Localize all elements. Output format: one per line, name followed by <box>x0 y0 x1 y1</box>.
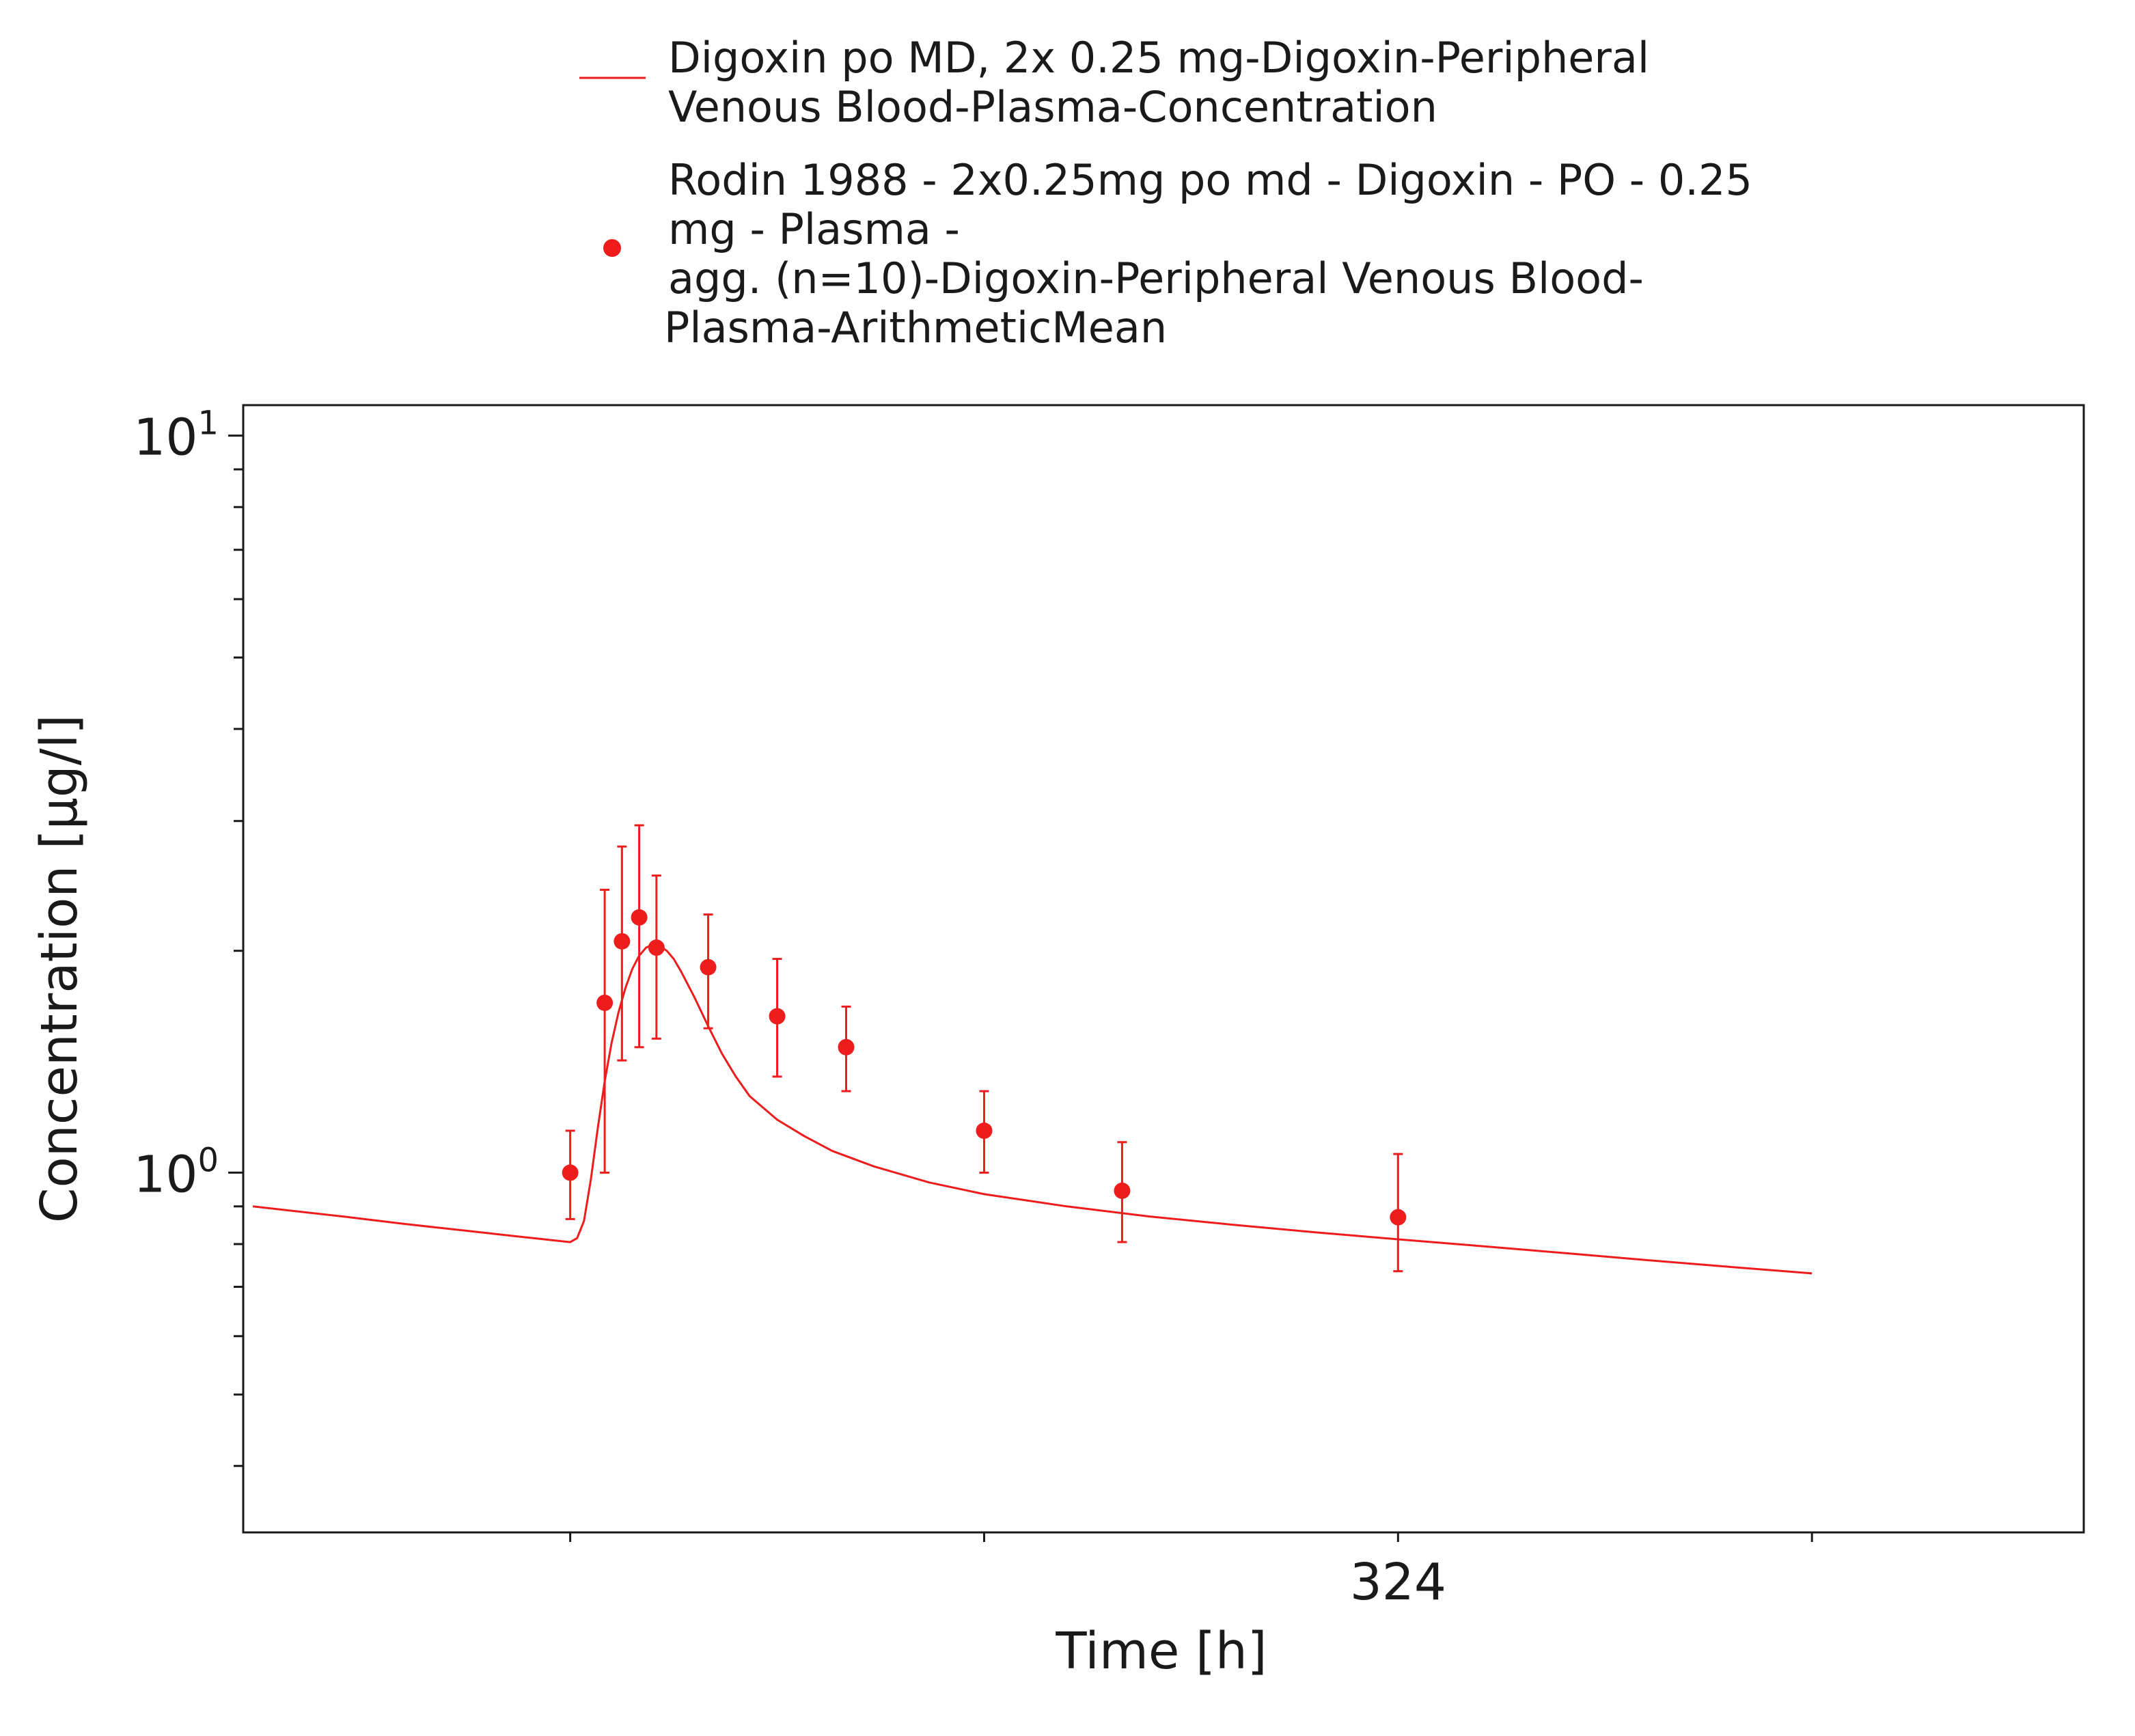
x-axis: 324 <box>569 1532 1813 1612</box>
data-point <box>596 994 614 1011</box>
series-layer <box>252 824 1813 1275</box>
data-point <box>1390 1209 1407 1226</box>
data-point <box>1114 1182 1131 1199</box>
y-axis: 100 101 <box>133 404 243 1468</box>
error-bar <box>617 845 627 1062</box>
data-point <box>838 1038 855 1056</box>
legend-scatter-label-2: mg - Plasma - <box>668 204 960 254</box>
legend-scatter-label-3: agg. (n=10)-Digoxin-Peripheral Venous Bl… <box>668 253 1644 303</box>
legend-scatter-label-4: Plasma-ArithmeticMean <box>664 303 1167 353</box>
legend-marker-swatch <box>603 239 621 257</box>
legend-line-label-1: Digoxin po MD, 2x 0.25 mg-Digoxin-Periph… <box>668 33 1649 83</box>
data-point <box>614 933 631 950</box>
legend-line-label-2: Venous Blood-Plasma-Concentration <box>668 82 1437 132</box>
data-point <box>631 909 648 926</box>
y-axis-label: Concentration [µg/l] <box>30 715 89 1223</box>
simulation-line <box>252 943 1813 1275</box>
legend: Digoxin po MD, 2x 0.25 mg-Digoxin-Periph… <box>579 33 1752 353</box>
y-tick-label: 100 <box>133 1141 219 1204</box>
data-point <box>976 1122 993 1140</box>
error-bar <box>634 824 644 1049</box>
data-point <box>700 959 717 976</box>
x-tick-label: 324 <box>1350 1553 1446 1612</box>
plot-frame <box>242 404 2085 1534</box>
data-point <box>648 939 665 956</box>
data-point <box>769 1008 786 1025</box>
error-bar <box>600 888 610 1174</box>
legend-scatter-label-1: Rodin 1988 - 2x0.25mg po md - Digoxin - … <box>668 155 1752 205</box>
data-point <box>562 1164 579 1181</box>
y-tick-label: 101 <box>133 404 219 467</box>
x-axis-label: Time [h] <box>1055 1622 1267 1681</box>
error-bar <box>651 874 661 1040</box>
